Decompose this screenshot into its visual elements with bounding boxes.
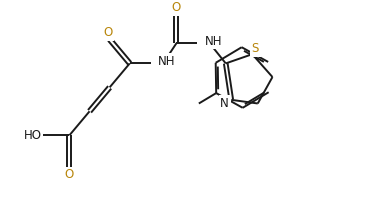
- Text: NH: NH: [205, 35, 222, 48]
- Text: O: O: [65, 169, 74, 182]
- Text: N: N: [220, 97, 229, 110]
- Text: O: O: [103, 26, 112, 39]
- Text: O: O: [172, 1, 181, 14]
- Text: NH: NH: [158, 55, 175, 68]
- Text: S: S: [251, 42, 259, 55]
- Text: HO: HO: [24, 129, 42, 142]
